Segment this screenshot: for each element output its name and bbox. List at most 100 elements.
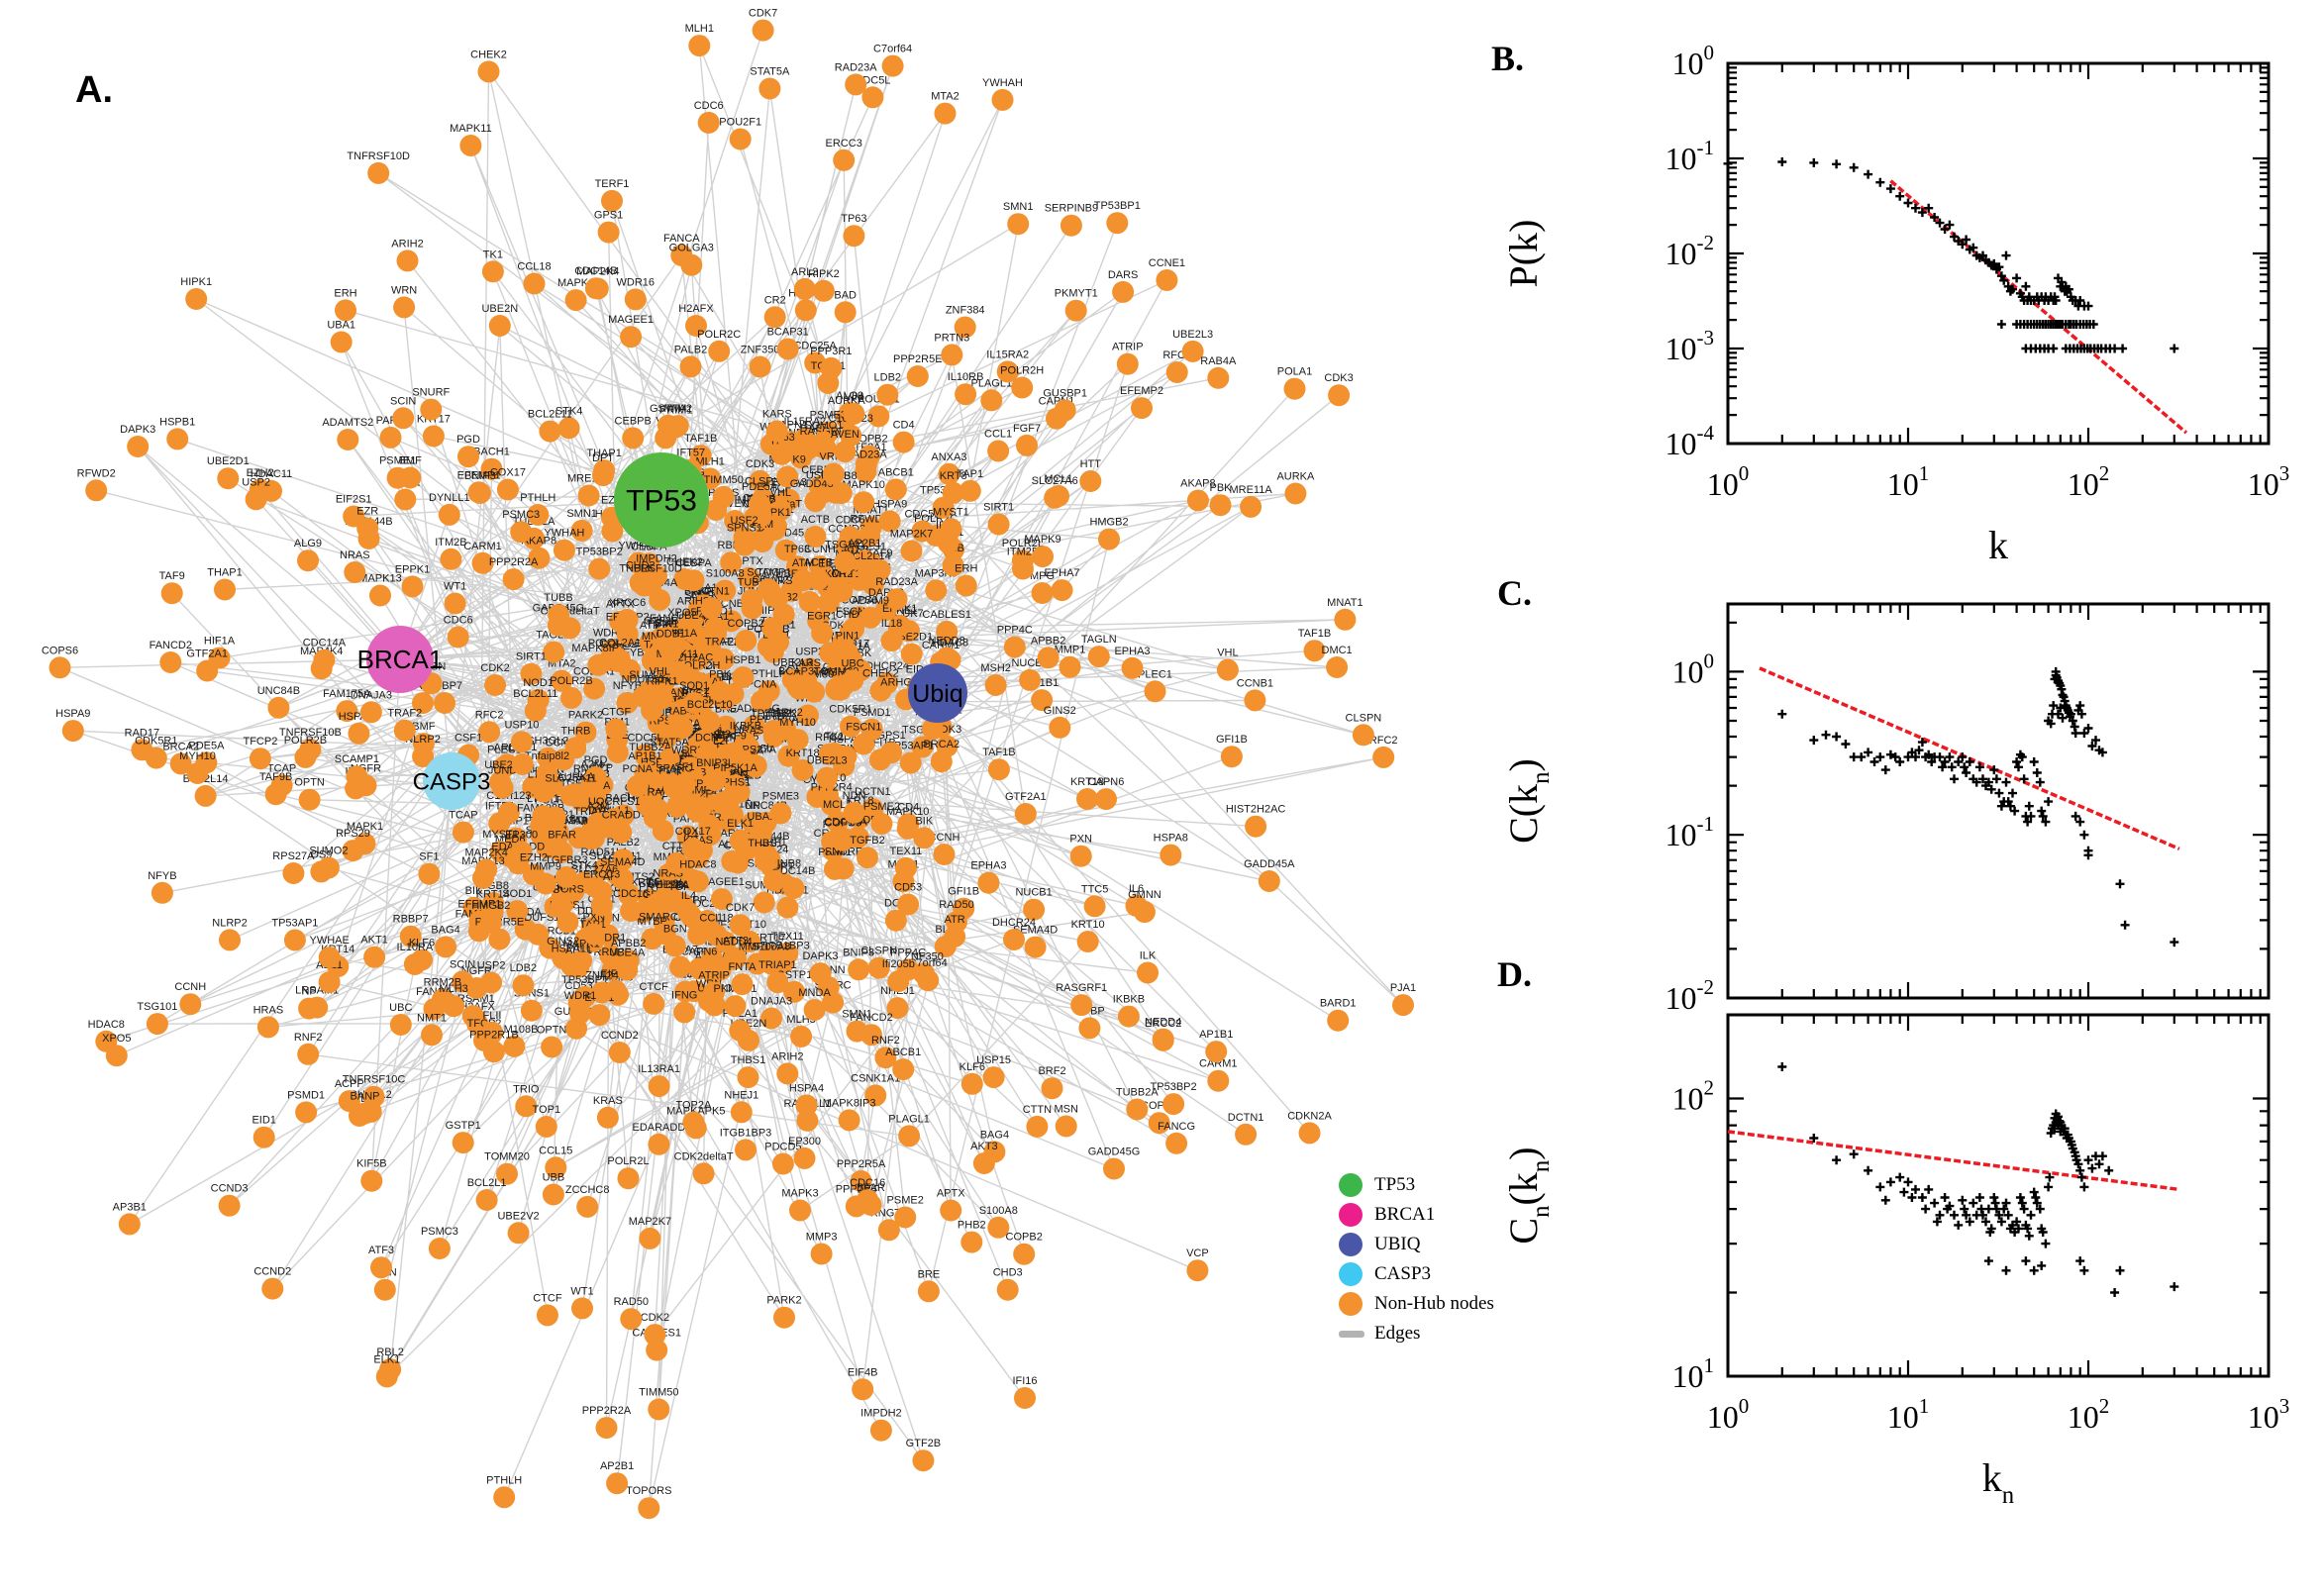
network-node-label: RBL2 (376, 1347, 404, 1358)
network-node (911, 520, 934, 543)
network-node-label: LDB2 (874, 372, 902, 384)
network-node-label: KRT18 (1070, 776, 1104, 788)
network-node-label: DCTN1 (855, 786, 891, 798)
network-node (159, 651, 182, 673)
network-node-label: HSPB1 (725, 654, 760, 666)
chart-panel-c: 10-2 10-1 100 C(kn) (1501, 602, 2271, 1016)
network-node-label: KARS (791, 657, 821, 669)
casp3-circle-icon (1339, 1262, 1363, 1286)
network-node-label: TOMM20 (484, 1151, 530, 1163)
network-node-label: ATRIP (1112, 342, 1144, 353)
network-node (987, 758, 1010, 781)
network-node (1328, 384, 1351, 407)
network-node (488, 928, 511, 950)
network-node-label: CEBPA (675, 557, 712, 569)
network-node-label: VCP (1186, 1247, 1209, 1259)
network-node (832, 829, 855, 851)
network-node (489, 841, 512, 863)
network-node-label: UBC (389, 1002, 412, 1014)
network-node (690, 796, 713, 819)
network-node-label: PARK2 (568, 710, 603, 722)
network-node (576, 1195, 599, 1218)
network-node (1156, 269, 1178, 291)
network-node-label: CTCF (640, 981, 669, 993)
network-node-label: ATR (945, 914, 965, 926)
network-node (1098, 528, 1120, 550)
network-node (627, 551, 650, 574)
network-node-label: CCND2 (253, 1266, 291, 1278)
network-node (900, 540, 923, 562)
network-node-label: CTCF (533, 1292, 562, 1304)
network-node-label: PXN (1069, 834, 1092, 846)
network-node-label: COL2A1 (599, 637, 641, 648)
network-node (543, 641, 565, 663)
network-node (1144, 680, 1166, 703)
network-node (373, 1278, 396, 1301)
network-node (876, 383, 899, 406)
network-node-label: BRF2 (1038, 1065, 1065, 1077)
network-node-label: ELK1 (373, 1353, 400, 1365)
network-node (791, 758, 814, 781)
network-node (837, 642, 858, 664)
network-node-label: MAPK13 (358, 573, 401, 585)
network-node-label: CDC6 (444, 615, 473, 627)
legend-item-edges: Edges (1339, 1319, 1494, 1348)
network-node (297, 549, 319, 572)
network-node (428, 1238, 451, 1259)
network-node-label: DNAJA3 (351, 689, 392, 701)
network-node (936, 647, 959, 669)
network-node-label: HMGB2 (1089, 517, 1128, 529)
network-node (810, 1243, 833, 1265)
network-node (1220, 746, 1243, 768)
network-node-label: FGF7 (1013, 423, 1041, 435)
network-node (261, 1277, 284, 1300)
network-node (884, 909, 907, 932)
network-node-label: YWHAH (544, 528, 584, 540)
network-node (700, 597, 723, 620)
network-node (771, 1152, 794, 1175)
network-node-label: DCN (695, 732, 719, 744)
network-node-label: JUND (488, 765, 517, 777)
network-node (714, 579, 737, 602)
network-node (479, 912, 502, 934)
network-node-label: ATF3 (368, 1245, 394, 1256)
network-node (788, 677, 811, 700)
network-node (911, 736, 934, 758)
network-node (798, 590, 821, 613)
axis-ticks (1726, 1013, 2271, 1378)
network-node (196, 659, 219, 682)
network-node (1060, 214, 1082, 237)
network-node-label: FSCN1 (846, 722, 881, 734)
network-node-label: RPS27A (735, 744, 777, 755)
network-node (878, 510, 901, 533)
network-node-label: TSG101 (825, 540, 865, 551)
network-node-label: TRAF2 (705, 637, 740, 648)
hub-label-ubiq: Ubiq (912, 680, 962, 708)
network-node (127, 436, 150, 457)
network-node-label: S100A8 (706, 568, 745, 580)
network-node (792, 569, 815, 592)
network-node (536, 762, 558, 785)
network-node-label: SMN1 (842, 1009, 872, 1021)
network-node-label: DCTN1 (1228, 1112, 1264, 1124)
network-node-label: EIF2S1 (336, 494, 372, 506)
network-node-label: CR2 (770, 708, 792, 720)
network-node-label: DHCR24 (992, 917, 1036, 929)
network-node-label: CDK7 (749, 8, 777, 20)
network-node-label: CDK5R1 (829, 704, 871, 716)
network-node (749, 355, 771, 378)
network-node-label: PDE5A (188, 740, 225, 751)
network-node (987, 1216, 1010, 1239)
network-node-label: CDK2deltaT (674, 1150, 734, 1162)
network-node-label: POLR2H (1000, 365, 1044, 377)
network-node (342, 840, 364, 862)
network-node (793, 277, 816, 300)
network-node-label: EIF4B (848, 1366, 878, 1378)
network-node-label: WT1 (444, 581, 466, 593)
network-node (954, 316, 976, 339)
network-node-label: TTC5 (1081, 883, 1109, 895)
network-node-label: APBB2 (1031, 635, 1065, 647)
network-node (597, 221, 620, 244)
tick-label: 100 (1707, 461, 1750, 502)
network-node-label: CR2 (764, 294, 786, 306)
